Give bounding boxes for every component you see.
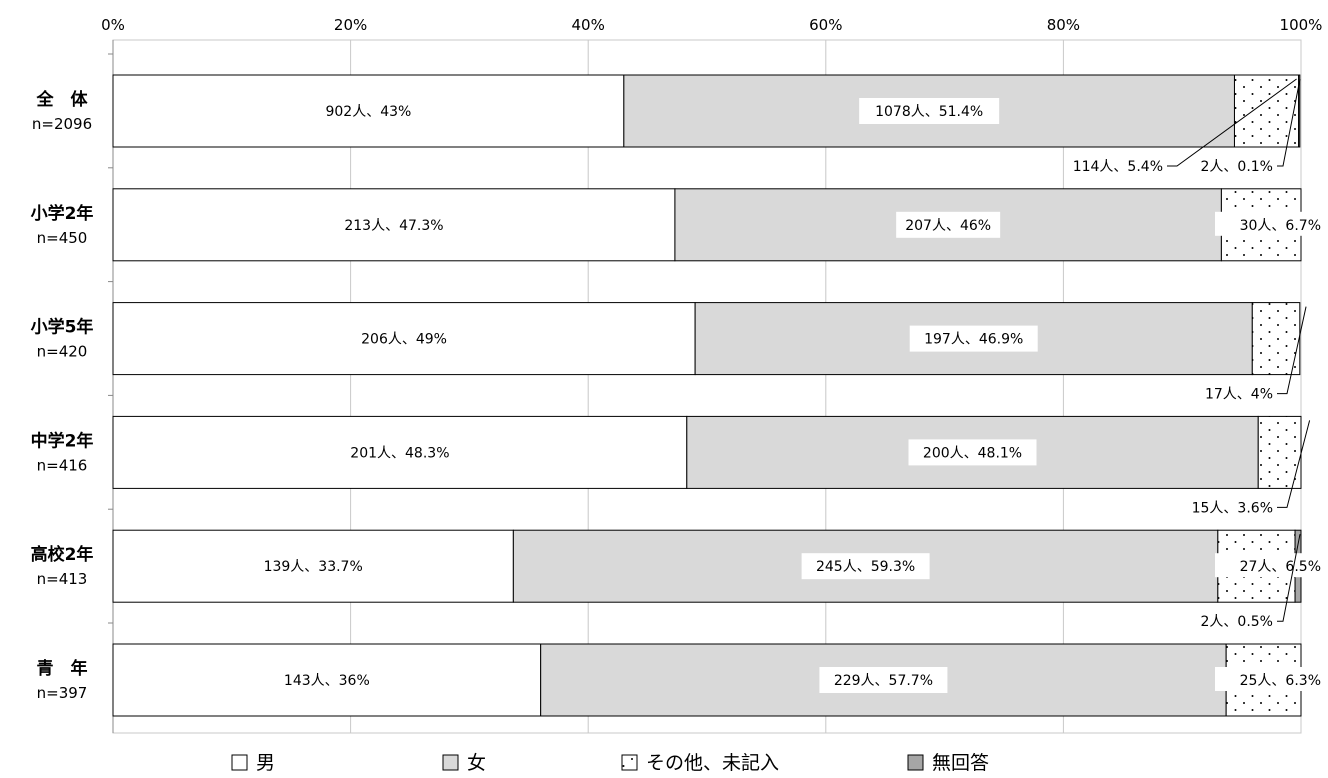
data-label-bg — [1215, 667, 1311, 691]
bar-segment-1 — [112, 529, 514, 603]
bar-segment-1 — [112, 74, 625, 148]
data-label: 197人、46.9% — [924, 332, 1023, 348]
leader-line — [1277, 420, 1311, 508]
data-label-bg — [909, 325, 1038, 352]
legend: 男 女 その他、未記入 無回答 — [231, 752, 989, 774]
data-label: 143人、36% — [284, 673, 370, 689]
data-label: 27人、6.5% — [1240, 559, 1321, 575]
legend-swatch — [907, 754, 924, 771]
bar-segment-3 — [1233, 74, 1300, 148]
data-label: 30人、6.7% — [1240, 218, 1321, 234]
data-label-bg — [896, 211, 1001, 238]
grid-lines — [108, 39, 1302, 734]
x-axis-ticks: 0% 20% 40% 60% 80% 100% — [101, 16, 1322, 34]
x-tick-label: 60% — [809, 16, 842, 34]
row-label-name: 中学2年 — [31, 430, 94, 451]
row-label-n: n=450 — [37, 229, 88, 247]
data-label: 201人、48.3% — [350, 445, 449, 461]
legend-swatch — [621, 754, 638, 771]
bar-segment-4 — [1298, 74, 1301, 148]
data-label: 17人、4% — [1205, 387, 1273, 403]
row-labels: 全 体 n=2096 小学2年 n=450 小学5年 n=420 中学2年 n=416 高校2年… — [31, 89, 94, 702]
data-label: 902人、43% — [325, 104, 411, 120]
legend-label: 男 — [256, 752, 275, 774]
x-tick-label: 20% — [334, 16, 367, 34]
legend-swatch — [442, 754, 459, 771]
x-tick-label: 40% — [572, 16, 605, 34]
legend-label: 女 — [467, 752, 486, 774]
data-label: 25人、6.3% — [1240, 673, 1321, 689]
data-label: 114人、5.4% — [1073, 159, 1163, 175]
row-label-name: 小学5年 — [31, 317, 94, 338]
data-label: 245人、59.3% — [816, 559, 915, 575]
bar-segment-3 — [1257, 415, 1302, 489]
data-label: 213人、47.3% — [344, 218, 443, 234]
legend-swatch — [231, 754, 248, 771]
bar-segment-3 — [1251, 302, 1301, 376]
data-label: 2人、0.1% — [1201, 159, 1273, 175]
data-label-bg — [908, 439, 1037, 466]
row-label-name: 高校2年 — [31, 544, 94, 565]
data-label-bg — [801, 553, 930, 580]
data-label: 206人、49% — [361, 332, 447, 348]
data-label: 229人、57.7% — [834, 673, 933, 689]
bar-segment-1 — [112, 188, 676, 262]
row-label-n: n=2096 — [32, 115, 92, 133]
row-label-name: 小学2年 — [31, 203, 94, 224]
bar-segment-1 — [112, 415, 688, 489]
data-label-bg — [819, 667, 948, 693]
data-label: 200人、48.1% — [923, 445, 1022, 461]
row-label-name: 青 年 — [37, 658, 88, 679]
legend-label: 無回答 — [932, 752, 989, 774]
legend-label: その他、未記入 — [646, 752, 779, 774]
bars — [112, 74, 1302, 717]
row-label-n: n=420 — [37, 343, 88, 361]
leader-line — [1277, 534, 1301, 622]
row-label-n: n=413 — [37, 570, 88, 588]
data-label-bg — [859, 98, 1000, 124]
row-label-name: 全 体 — [36, 89, 89, 110]
row-label-n: n=397 — [37, 684, 88, 702]
bar-segment-1 — [112, 643, 542, 717]
x-tick-label: 80% — [1047, 16, 1080, 34]
data-label: 139人、33.7% — [264, 559, 363, 575]
x-tick-label: 0% — [101, 16, 125, 34]
data-label: 15人、3.6% — [1192, 500, 1273, 516]
bar-segment-1 — [112, 302, 696, 376]
row-label-n: n=416 — [37, 456, 88, 474]
data-label: 2人、0.5% — [1201, 614, 1273, 630]
leader-line — [1277, 306, 1307, 395]
leader-line — [1277, 78, 1301, 167]
data-label-bg — [1215, 211, 1311, 236]
data-label: 1078人、51.4% — [875, 104, 983, 120]
data-label: 207人、46% — [905, 218, 991, 234]
leader-line — [1167, 78, 1297, 167]
data-labels: 902人、43% 1078人、51.4% 114人、5.4% 2人、0.1% 213人、… — [264, 78, 1321, 693]
x-tick-label: 100% — [1280, 16, 1323, 34]
